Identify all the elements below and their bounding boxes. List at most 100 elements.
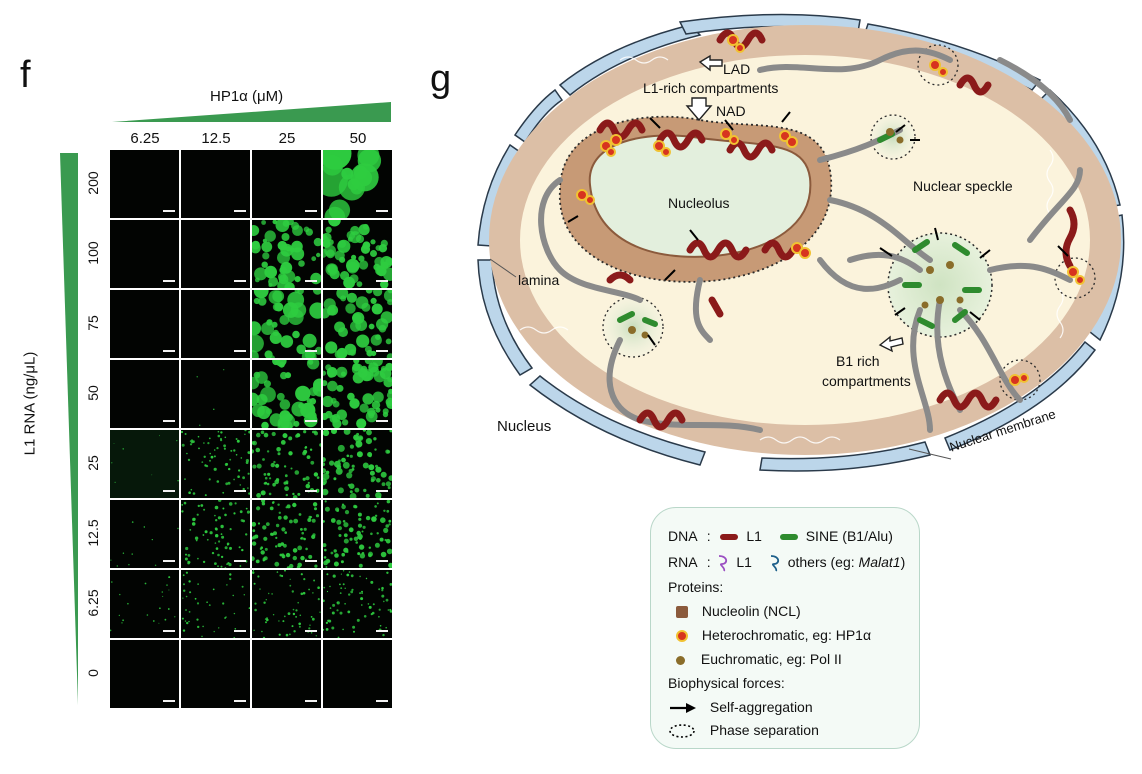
droplet: [182, 629, 186, 632]
droplets: [252, 500, 320, 568]
droplet: [353, 434, 359, 441]
droplets: [323, 220, 392, 288]
droplet: [245, 461, 249, 464]
droplet: [373, 263, 381, 271]
droplet: [292, 608, 295, 611]
droplet: [232, 594, 234, 597]
droplet: [324, 548, 327, 552]
droplet: [314, 507, 317, 511]
droplet: [383, 527, 389, 533]
droplet: [389, 583, 392, 586]
droplets: [110, 576, 176, 632]
droplet: [365, 515, 371, 521]
droplet: [323, 543, 327, 548]
droplet: [370, 334, 382, 346]
scale-bar: [163, 350, 175, 352]
droplet: [202, 625, 204, 628]
droplet: [329, 269, 340, 280]
droplet: [385, 538, 391, 544]
droplet: [337, 487, 344, 494]
droplet: [252, 334, 264, 353]
droplet: [118, 614, 120, 616]
droplet: [370, 297, 377, 304]
droplet: [168, 576, 171, 579]
droplet: [190, 440, 194, 444]
droplet: [252, 449, 255, 454]
droplet: [323, 370, 327, 376]
droplet: [371, 303, 383, 315]
droplet: [254, 602, 257, 605]
droplet: [275, 360, 287, 367]
droplet: [263, 601, 266, 604]
droplet: [309, 515, 313, 519]
droplet: [314, 346, 321, 355]
droplet: [316, 252, 321, 258]
droplet: [253, 371, 261, 379]
droplet: [328, 199, 351, 218]
droplet: [296, 433, 301, 438]
droplet: [243, 594, 245, 596]
droplet: [214, 562, 217, 565]
droplet: [286, 504, 291, 509]
droplet: [197, 435, 200, 438]
droplet: [332, 574, 336, 578]
droplet: [224, 567, 227, 568]
droplet: [336, 347, 348, 358]
droplet: [202, 560, 206, 564]
droplet: [203, 455, 206, 458]
droplet: [161, 591, 164, 593]
droplet: [296, 344, 306, 355]
droplet: [323, 430, 330, 437]
droplet: [368, 323, 375, 330]
droplet: [237, 475, 240, 478]
droplet: [328, 372, 334, 378]
micrograph-cell: [252, 640, 321, 708]
droplet: [263, 536, 268, 541]
scale-bar: [163, 420, 175, 422]
droplet: [252, 529, 256, 533]
droplet: [281, 554, 286, 559]
legend-other-rna-prefix: others (eg:: [787, 554, 859, 570]
droplet: [346, 472, 353, 479]
droplet: [204, 494, 207, 497]
droplet: [215, 519, 218, 522]
droplet: [247, 451, 249, 453]
droplet: [361, 530, 364, 533]
droplet: [261, 421, 269, 428]
droplet: [273, 531, 277, 536]
scale-bar: [163, 280, 175, 282]
droplet: [300, 573, 303, 576]
micrograph-cell: [110, 150, 179, 218]
droplet: [380, 471, 387, 478]
micrograph-cell: [252, 220, 321, 288]
droplet: [116, 565, 118, 567]
droplet: [275, 536, 278, 539]
droplet: [113, 443, 115, 444]
droplet: [370, 239, 376, 245]
droplet: [323, 154, 343, 176]
droplet: [252, 441, 255, 445]
droplet: [299, 614, 302, 617]
droplet: [386, 391, 392, 399]
legend-l1-rna: L1: [736, 554, 752, 570]
droplet: [277, 251, 290, 265]
droplet: [316, 476, 320, 479]
droplet: [310, 460, 315, 465]
micrograph-cell: [252, 430, 321, 498]
droplet: [349, 454, 353, 458]
droplet: [336, 464, 342, 470]
droplet: [357, 552, 361, 556]
micrograph-cell: [252, 150, 321, 218]
droplet: [220, 524, 224, 529]
droplet: [114, 481, 116, 483]
droplet: [300, 536, 304, 540]
droplet: [297, 601, 299, 604]
droplet: [181, 510, 184, 513]
droplets: [252, 640, 321, 708]
scale-bar: [163, 210, 175, 212]
droplet: [265, 599, 267, 601]
droplet: [341, 503, 345, 506]
droplet: [363, 615, 367, 618]
droplet: [229, 573, 232, 576]
droplet: [356, 618, 360, 622]
